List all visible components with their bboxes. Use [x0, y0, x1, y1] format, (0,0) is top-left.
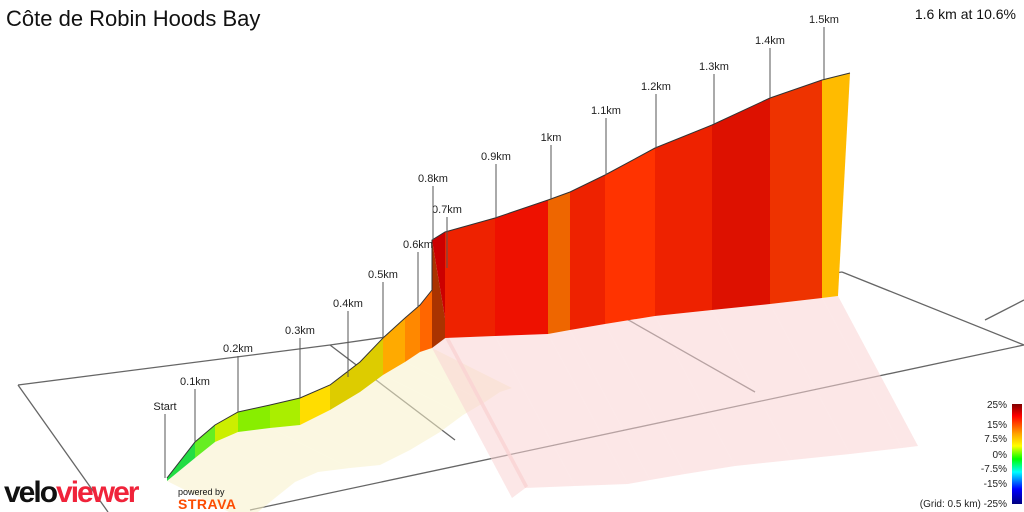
grid-line: [17, 344, 331, 386]
grid-line: [984, 299, 1024, 321]
profile-slice: [822, 73, 850, 298]
distance-marker-label: 1km: [541, 132, 562, 144]
logo-viewer: viewer: [56, 476, 139, 509]
profile-slice: [383, 318, 405, 375]
profile-slice: [548, 192, 570, 334]
profile-slice: [238, 405, 270, 432]
profile-shadow-slice: [432, 336, 528, 498]
profile-slice: [495, 200, 548, 336]
profile-shadow-slice: [570, 324, 685, 480]
distance-marker-label: 1.4km: [755, 35, 785, 47]
profile-slice: [605, 148, 655, 324]
profile-shadow-slice: [270, 425, 380, 468]
distance-marker-label: 0.1km: [180, 376, 210, 388]
profile-shadow-slice: [655, 310, 792, 466]
profile-shadow-slice: [195, 442, 295, 498]
grid-line: [841, 271, 1024, 346]
profile-shadow-slice: [360, 375, 463, 432]
legend-tick-label: 0%: [993, 450, 1008, 461]
profile-slice: [215, 412, 238, 442]
profile-ridge-line: [166, 72, 851, 479]
powered-by-text: powered by: [178, 487, 225, 497]
distance-marker-label: Start: [153, 401, 176, 413]
legend-tick-label: 15%: [987, 420, 1007, 431]
profile-slice: [570, 175, 605, 330]
legend-tick-label: 7.5%: [984, 434, 1007, 445]
segment-summary: 1.6 km at 10.6%: [914, 6, 1016, 22]
distance-marker-label: 0.4km: [333, 298, 363, 310]
profile-shadow-slice: [330, 392, 440, 450]
profile-slice: [330, 362, 360, 410]
logo-velo: velo: [4, 476, 58, 509]
profile-slice: [195, 425, 215, 458]
profile-slice: [712, 98, 770, 310]
distance-markers: Start 0.1km 0.2km 0.3km 0.4km 0.5km 0.6km 0.7km…: [153, 14, 839, 478]
distance-marker-label: 1.2km: [641, 81, 671, 93]
veloviewer-logo[interactable]: veloviewer: [4, 476, 139, 510]
profile-slice: [770, 80, 822, 304]
profile-shadow-slice: [300, 410, 410, 465]
powered-by-strava[interactable]: powered by STRAVA: [178, 487, 236, 511]
strava-logo: STRAVA: [178, 496, 237, 512]
segment-title: Côte de Robin Hoods Bay: [6, 6, 261, 31]
distance-marker-label: 0.2km: [223, 343, 253, 355]
distance-marker-label: 1.5km: [809, 14, 839, 26]
grid-line: [17, 384, 109, 512]
profile-shadow-slice: [167, 458, 275, 512]
distance-marker-label: 1.3km: [699, 61, 729, 73]
profile-shadow-slice: [712, 304, 850, 460]
profile-shadow-slice: [383, 362, 485, 415]
legend-tick-label: -15%: [984, 479, 1007, 490]
distance-marker-label: 0.7km: [432, 204, 462, 216]
profile-slice: [432, 232, 448, 338]
distance-marker-label: 0.8km: [418, 173, 448, 185]
profile-slice: [445, 218, 495, 338]
distance-marker-label: 0.3km: [285, 325, 315, 337]
profile-shadow-slice: [215, 432, 318, 482]
distance-marker-label: 0.5km: [368, 269, 398, 281]
profile-slice: [360, 338, 383, 392]
profile-shadow-slice: [605, 316, 735, 474]
distance-marker-label: 1.1km: [591, 105, 621, 117]
legend-tick-label: -7.5%: [981, 464, 1007, 475]
profile-shadow-slice: [445, 336, 575, 488]
profile-shadow-slice: [822, 296, 918, 448]
profile-wall: [166, 72, 851, 481]
profile-slice: [420, 290, 432, 352]
profile-shadow-slice: [238, 428, 350, 472]
legend-tick-label: 25%: [987, 400, 1007, 411]
profile-slice: [655, 125, 712, 316]
profile-slice: [270, 398, 300, 428]
profile-shadow-slice: [548, 330, 650, 484]
profile-slice: [432, 240, 448, 348]
profile-shadow: [167, 296, 918, 512]
gradient-legend: 25% 15% 7.5% 0% -7.5% -15% (Grid: 0.5 km) -25%: [920, 400, 1022, 510]
legend-tick-label: (Grid: 0.5 km) -25%: [920, 499, 1007, 510]
distance-marker-label: 0.6km: [403, 239, 433, 251]
profile-shadow-slice: [495, 334, 628, 486]
profile-shadow-slice: [770, 298, 902, 454]
profile-slice: [405, 305, 420, 362]
distance-marker-label: 0.9km: [481, 151, 511, 163]
legend-colorbar: [1012, 404, 1022, 504]
